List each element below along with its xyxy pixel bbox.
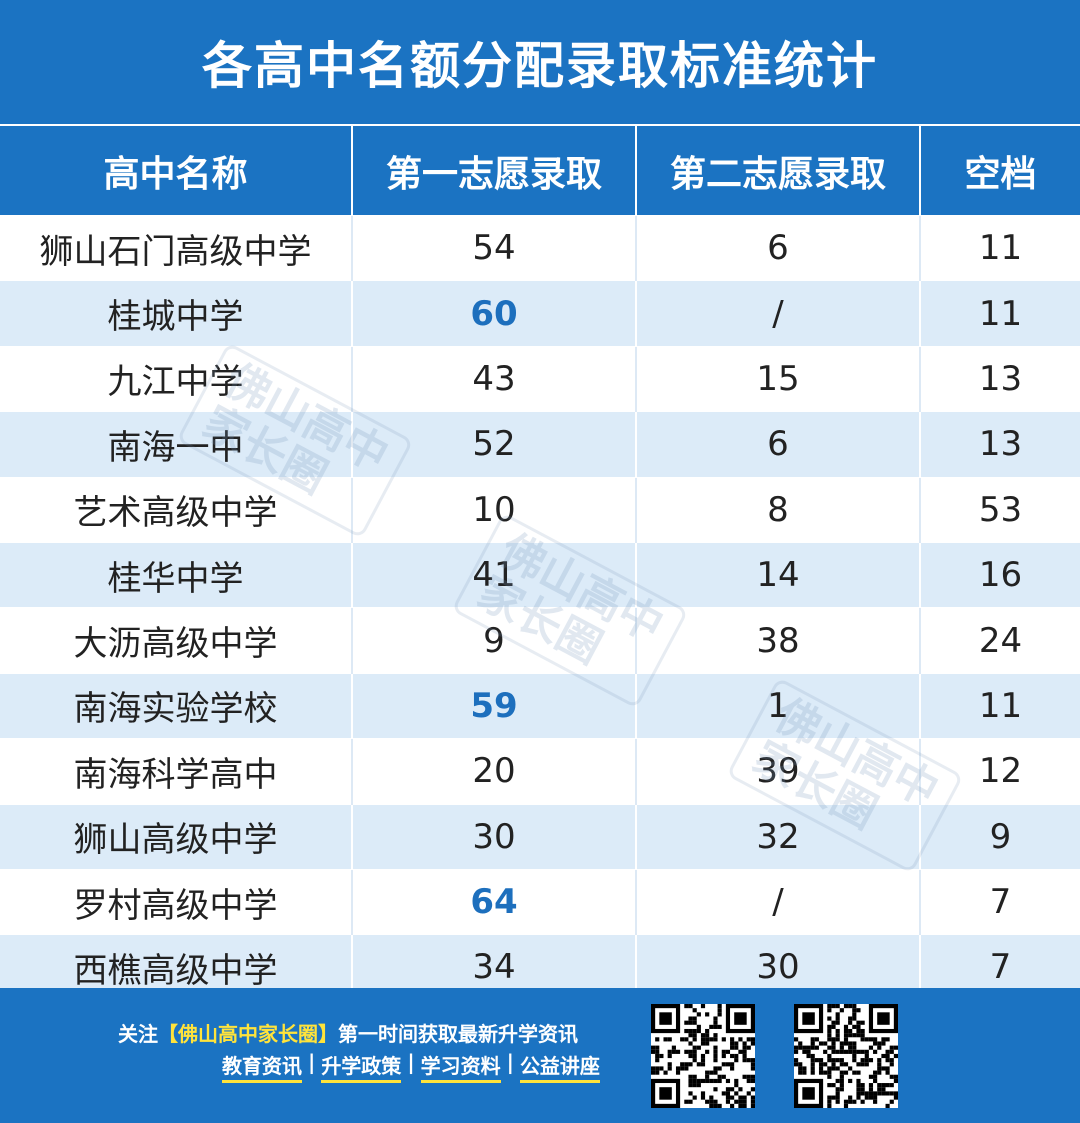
footer-tag: 教育资讯	[222, 1050, 302, 1083]
second-choice-cell: 15	[636, 345, 921, 412]
footer-brand: 【佛山高中家长圈】	[158, 1022, 338, 1046]
footer-suffix: 第一时间获取最新升学资讯	[338, 1022, 578, 1046]
gap-cell: 11	[920, 214, 1080, 281]
footer-promo-text: 关注【佛山高中家长圈】第一时间获取最新升学资讯	[118, 1018, 578, 1047]
school-name-cell: 南海一中	[0, 411, 353, 478]
first-choice-cell: 52	[352, 411, 637, 478]
school-name-cell: 罗村高级中学	[0, 868, 353, 935]
second-choice-cell: 6	[636, 411, 921, 478]
first-choice-cell: 30	[352, 803, 637, 870]
school-name-cell: 桂城中学	[0, 280, 353, 347]
first-choice-cell: 43	[352, 345, 637, 412]
first-choice-cell: 60	[352, 280, 637, 347]
footer-separator: |	[308, 1050, 316, 1074]
admission-table: 高中名称 第一志愿录取 第二志愿录取 空档 狮山石门高级中学 54 6 11 桂城中学 6…	[0, 124, 1080, 1000]
table-row: 大沥高级中学 9 38 24	[0, 607, 1080, 674]
header-first-choice: 第一志愿录取	[352, 124, 637, 216]
table-row: 狮山高级中学 30 32 9	[0, 803, 1080, 870]
second-choice-cell: 38	[636, 607, 921, 674]
gap-cell: 53	[920, 476, 1080, 543]
header-gap: 空档	[920, 124, 1080, 216]
second-choice-cell: 14	[636, 541, 921, 608]
header-school-name: 高中名称	[0, 124, 353, 216]
school-name-cell: 艺术高级中学	[0, 476, 353, 543]
footer-separator: |	[506, 1050, 514, 1074]
table-row: 狮山石门高级中学 54 6 11	[0, 214, 1080, 281]
first-choice-cell: 10	[352, 476, 637, 543]
school-name-cell: 大沥高级中学	[0, 607, 353, 674]
first-choice-cell: 41	[352, 541, 637, 608]
table-row: 南海科学高中 20 39 12	[0, 738, 1080, 805]
footer-tag: 升学政策	[321, 1050, 402, 1083]
header-second-choice: 第二志愿录取	[636, 124, 921, 216]
second-choice-cell: /	[636, 868, 921, 935]
footer-tags: 教育资讯 | 升学政策 | 学习资料 | 公益讲座	[222, 1050, 600, 1083]
table-row: 桂华中学 41 14 16	[0, 541, 1080, 608]
second-choice-cell: /	[636, 280, 921, 347]
school-name-cell: 桂华中学	[0, 541, 353, 608]
qr-code-icon	[651, 1004, 755, 1108]
first-choice-cell: 9	[352, 607, 637, 674]
footer-prefix: 关注	[118, 1022, 158, 1046]
footer-tag: 学习资料	[420, 1050, 501, 1083]
gap-cell: 11	[920, 672, 1080, 739]
school-name-cell: 南海科学高中	[0, 738, 353, 805]
gap-cell: 13	[920, 411, 1080, 478]
table-row: 罗村高级中学 64/7	[0, 868, 1080, 935]
footer-separator: |	[407, 1050, 415, 1074]
first-choice-cell: 64	[352, 868, 637, 935]
table-row: 九江中学 43 15 13	[0, 345, 1080, 412]
first-choice-cell: 20	[352, 738, 637, 805]
table-row: 南海一中 52 6 13	[0, 411, 1080, 478]
gap-cell: 11	[920, 280, 1080, 347]
table-row: 艺术高级中学 10 8 53	[0, 476, 1080, 543]
gap-cell: 16	[920, 541, 1080, 608]
second-choice-cell: 6	[636, 214, 921, 281]
school-name-cell: 狮山高级中学	[0, 803, 353, 870]
second-choice-cell: 32	[636, 803, 921, 870]
gap-cell: 13	[920, 345, 1080, 412]
table-row: 桂城中学 60/11	[0, 280, 1080, 347]
table-header-row: 高中名称 第一志愿录取 第二志愿录取 空档	[0, 124, 1080, 216]
footer-banner: 关注【佛山高中家长圈】第一时间获取最新升学资讯 教育资讯 | 升学政策 | 学习…	[0, 988, 1080, 1123]
first-choice-cell: 59	[352, 672, 637, 739]
page-title: 各高中名额分配录取标准统计	[202, 37, 878, 95]
footer-tag: 公益讲座	[519, 1050, 600, 1083]
school-name-cell: 九江中学	[0, 345, 353, 412]
school-name-cell: 南海实验学校	[0, 672, 353, 739]
first-choice-cell: 54	[352, 214, 637, 281]
table-row: 南海实验学校 59 1 11	[0, 672, 1080, 739]
second-choice-cell: 1	[636, 672, 921, 739]
school-name-cell: 狮山石门高级中学	[0, 214, 353, 281]
second-choice-cell: 39	[636, 738, 921, 805]
gap-cell: 24	[920, 607, 1080, 674]
gap-cell: 12	[920, 738, 1080, 805]
gap-cell: 9	[920, 803, 1080, 870]
title-bar: 各高中名额分配录取标准统计	[0, 0, 1080, 124]
second-choice-cell: 8	[636, 476, 921, 543]
qr-code-icon	[794, 1004, 898, 1108]
gap-cell: 7	[920, 868, 1080, 935]
